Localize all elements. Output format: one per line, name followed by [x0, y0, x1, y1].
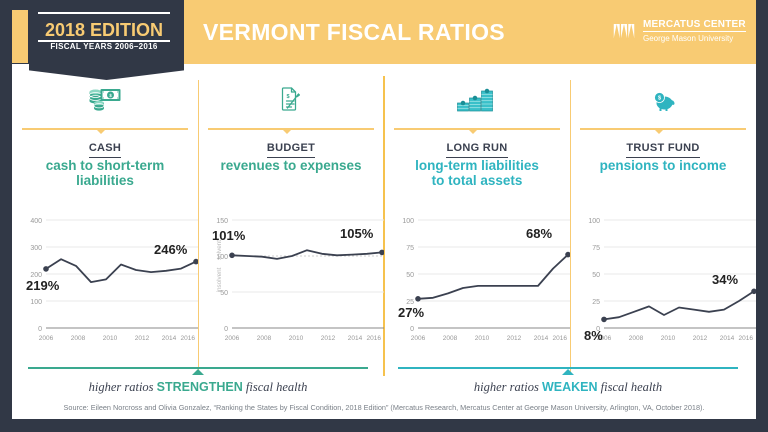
- svg-text:300: 300: [30, 245, 42, 252]
- svg-text:2006: 2006: [411, 335, 426, 342]
- svg-text:2006: 2006: [225, 335, 240, 342]
- svg-text:2012: 2012: [507, 335, 522, 342]
- svg-text:100: 100: [588, 218, 600, 225]
- svg-text:400: 400: [30, 218, 42, 225]
- svg-text:insolvent: insolvent: [216, 267, 223, 292]
- svg-text:2016: 2016: [367, 335, 382, 342]
- svg-text:2016: 2016: [739, 335, 754, 342]
- svg-text:2016: 2016: [553, 335, 568, 342]
- svg-text:75: 75: [592, 245, 600, 252]
- svg-text:$: $: [657, 96, 660, 102]
- svg-text:2014: 2014: [534, 335, 549, 342]
- svg-text:0: 0: [38, 326, 42, 333]
- svg-text:100: 100: [30, 299, 42, 306]
- svg-text:2012: 2012: [321, 335, 336, 342]
- svg-text:25: 25: [592, 299, 600, 306]
- svg-text:2008: 2008: [71, 335, 86, 342]
- svg-text:2010: 2010: [103, 335, 118, 342]
- svg-text:2014: 2014: [720, 335, 735, 342]
- svg-text:75: 75: [406, 245, 414, 252]
- svg-text:$: $: [286, 94, 289, 100]
- svg-text:2010: 2010: [289, 335, 304, 342]
- svg-text:2016: 2016: [181, 335, 196, 342]
- svg-text:0: 0: [410, 326, 414, 333]
- svg-text:2008: 2008: [257, 335, 272, 342]
- svg-text:2008: 2008: [443, 335, 458, 342]
- svg-text:50: 50: [592, 272, 600, 279]
- svg-text:0: 0: [224, 326, 228, 333]
- svg-text:150: 150: [216, 218, 228, 225]
- svg-text:100: 100: [402, 218, 414, 225]
- svg-text:50: 50: [406, 272, 414, 279]
- svg-text:2014: 2014: [348, 335, 363, 342]
- svg-text:2012: 2012: [693, 335, 708, 342]
- svg-text:2008: 2008: [629, 335, 644, 342]
- svg-text:2010: 2010: [475, 335, 490, 342]
- svg-text:2014: 2014: [162, 335, 177, 342]
- svg-text:2010: 2010: [661, 335, 676, 342]
- svg-text:2012: 2012: [135, 335, 150, 342]
- svg-text:2006: 2006: [39, 335, 54, 342]
